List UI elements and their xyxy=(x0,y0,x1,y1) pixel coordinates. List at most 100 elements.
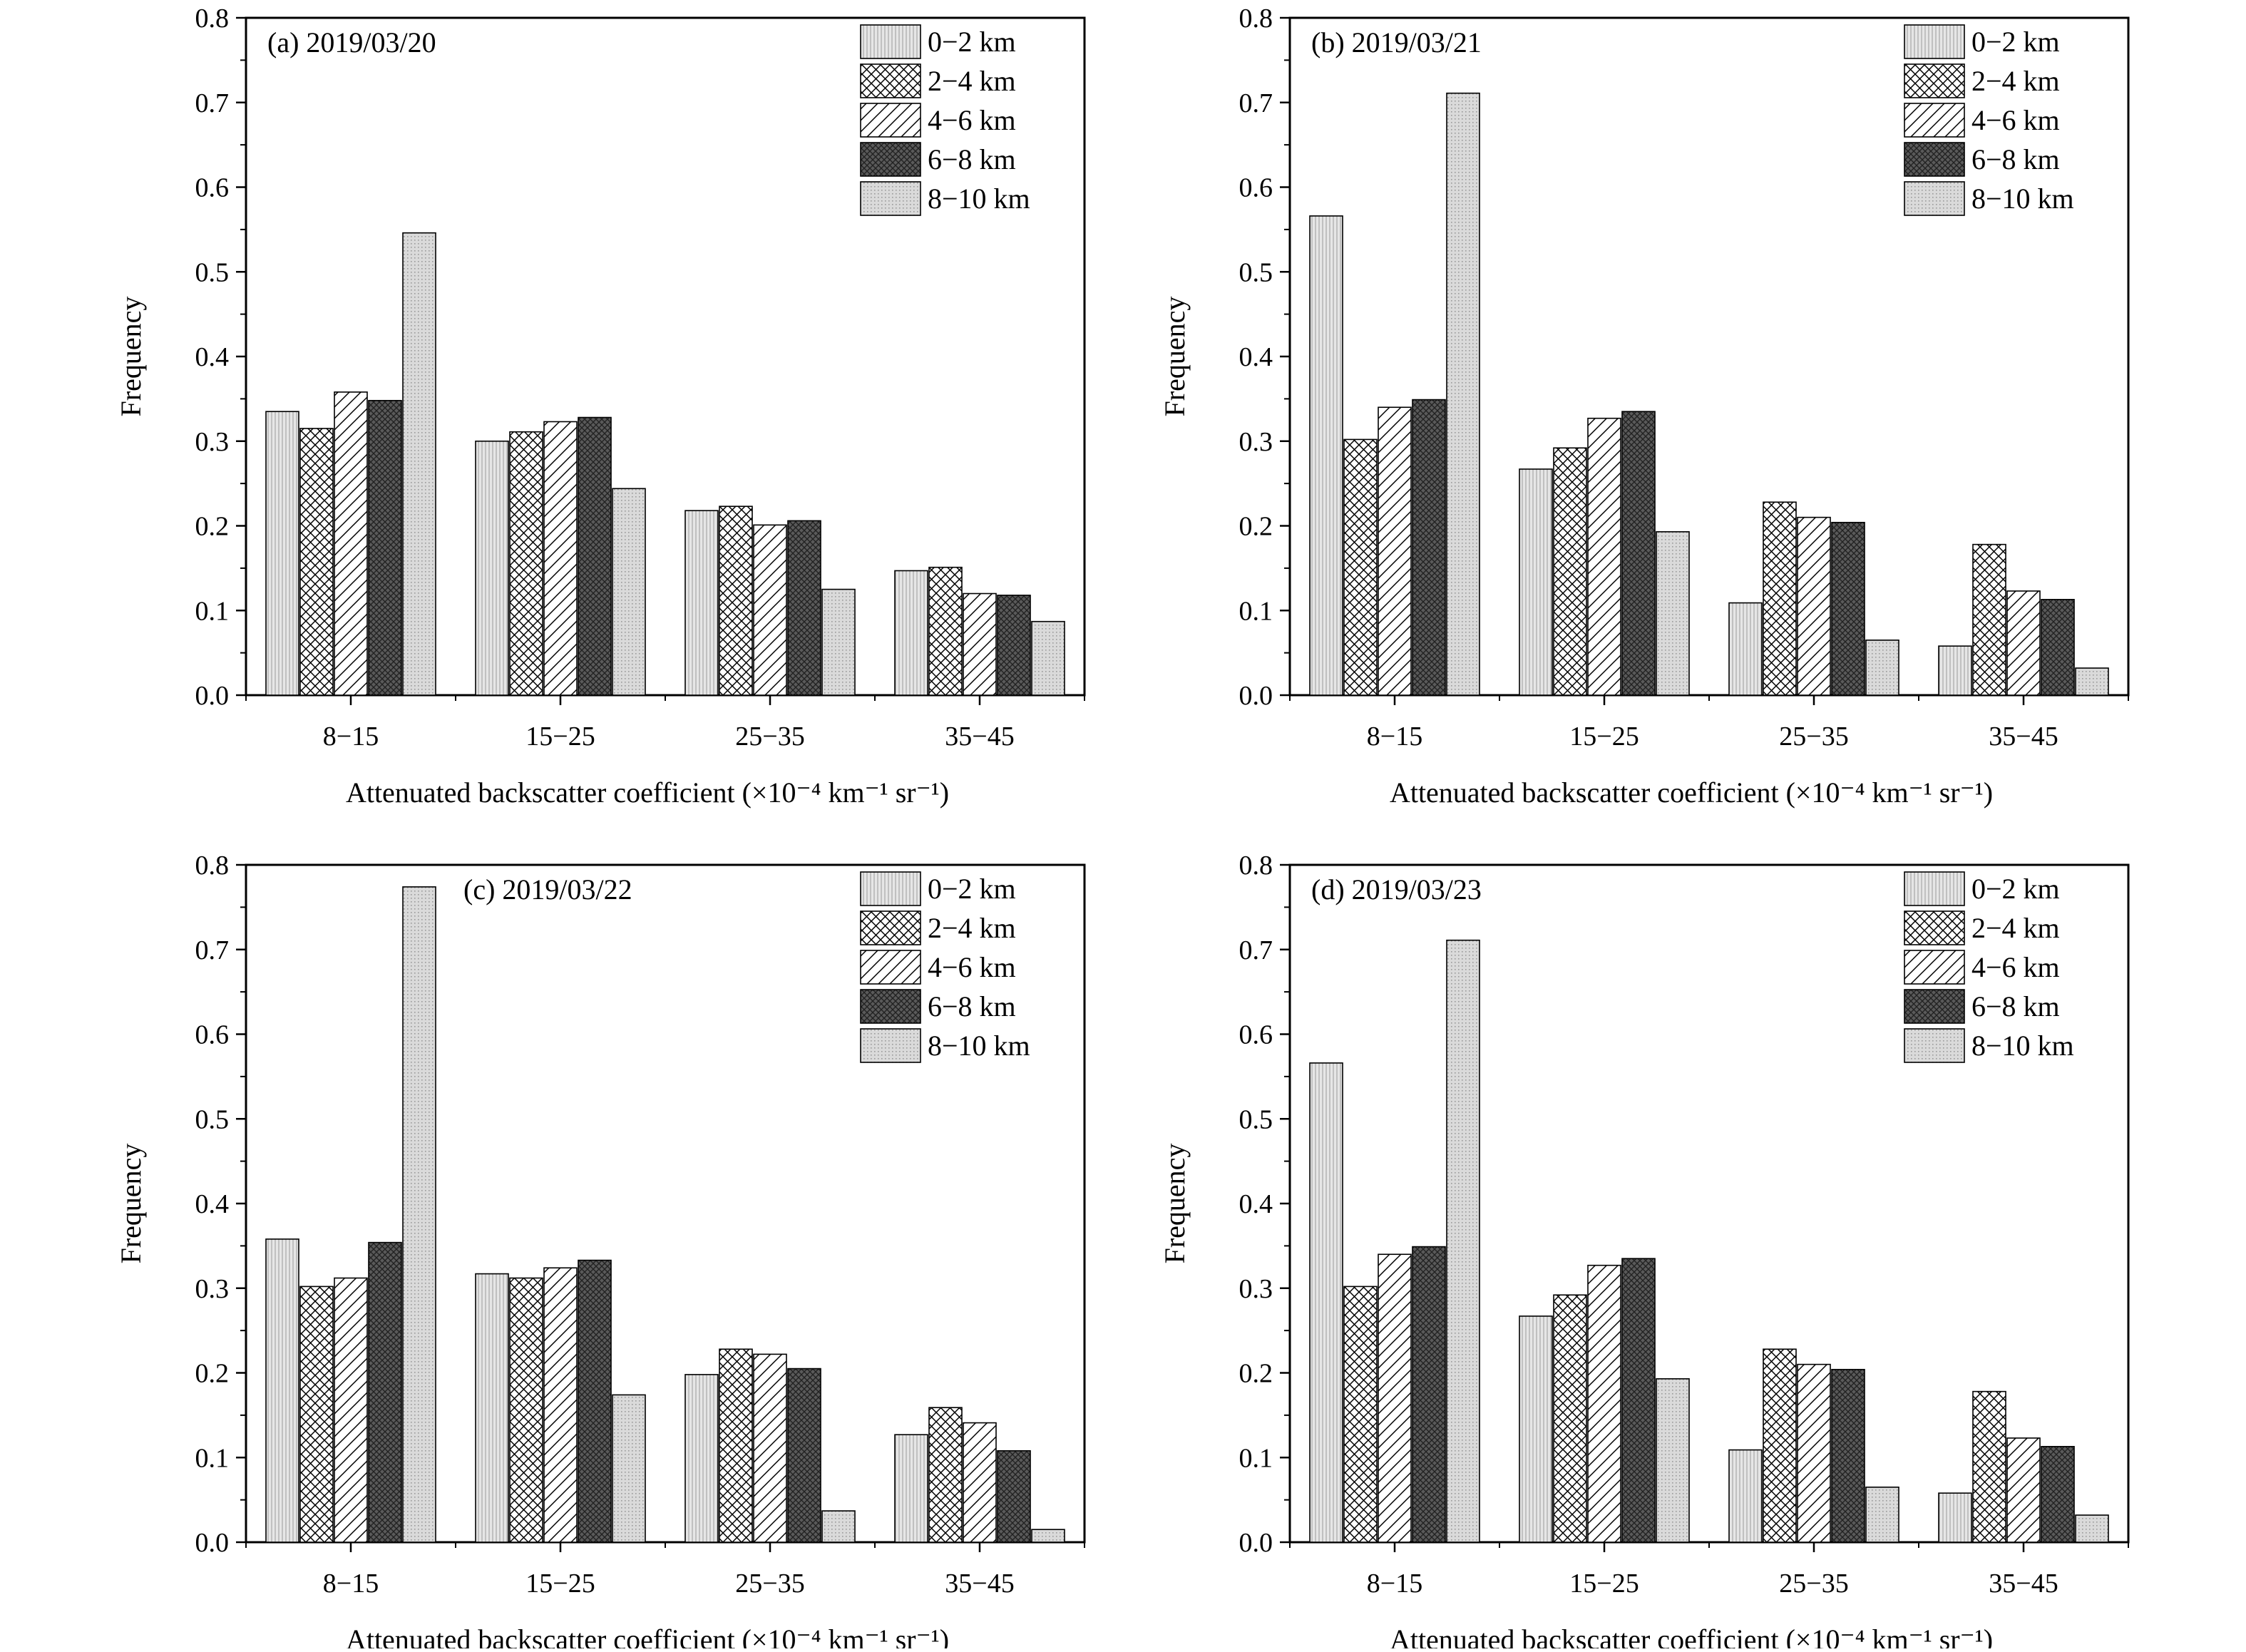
bar-0-3 xyxy=(1412,1246,1446,1543)
x-tick-label: 25−35 xyxy=(735,722,804,751)
bar-3-4 xyxy=(1031,620,1065,696)
y-axis-label: Frequency xyxy=(115,297,147,417)
bar-0-3 xyxy=(368,1241,402,1543)
bar-2-0 xyxy=(684,510,719,696)
y-tick-label: 0.7 xyxy=(195,935,230,965)
y-tick-label: 0.8 xyxy=(1239,851,1273,881)
x-axis-label: Attenuated backscatter coefficient (×10⁻… xyxy=(1390,1623,1993,1648)
bar-0-2 xyxy=(1378,1253,1412,1543)
bar-1-2 xyxy=(1587,1264,1621,1543)
y-tick-label: 0.1 xyxy=(1239,596,1273,626)
legend-swatch-1 xyxy=(860,910,921,945)
y-tick-label: 0.4 xyxy=(1239,342,1273,372)
bar-1-4 xyxy=(612,1394,646,1543)
bar-1-3 xyxy=(578,416,612,696)
bar-3-3 xyxy=(2041,1446,2075,1543)
legend-swatch-4 xyxy=(860,181,921,216)
x-tick-label: 25−35 xyxy=(1779,1569,1848,1599)
bar-0-4 xyxy=(402,886,436,1543)
bar-1-3 xyxy=(1621,411,1656,696)
x-axis-label: Attenuated backscatter coefficient (×10⁻… xyxy=(346,1623,949,1648)
bar-1-4 xyxy=(612,488,646,696)
legend-swatch-3 xyxy=(1904,142,1965,177)
legend-swatch-2 xyxy=(860,103,921,138)
legend-label-3: 6−8 km xyxy=(928,990,1016,1022)
legend-label-2: 4−6 km xyxy=(928,104,1016,136)
legend-swatch-2 xyxy=(1904,103,1965,138)
x-tick-label: 35−45 xyxy=(945,1569,1014,1599)
bar-3-0 xyxy=(894,570,928,696)
legend-label-1: 2−4 km xyxy=(928,65,1016,97)
y-tick-label: 0.1 xyxy=(195,1443,230,1473)
y-axis-label: Frequency xyxy=(1159,297,1191,417)
bar-0-4 xyxy=(1446,939,1480,1543)
panel-title: (a) 2019/03/20 xyxy=(267,26,436,58)
bar-1-1 xyxy=(509,1277,543,1543)
legend-label-0: 0−2 km xyxy=(928,873,1016,905)
legend-swatch-0 xyxy=(860,871,921,906)
bar-2-4 xyxy=(821,1510,856,1543)
x-tick-label: 25−35 xyxy=(1779,722,1848,751)
x-tick-label: 15−25 xyxy=(1569,722,1639,751)
legend-swatch-4 xyxy=(1904,181,1965,216)
bar-0-1 xyxy=(1343,1286,1378,1543)
bar-3-3 xyxy=(997,1450,1031,1543)
x-tick-label: 8−15 xyxy=(1367,1569,1422,1599)
bar-0-1 xyxy=(1343,438,1378,696)
legend-label-0: 0−2 km xyxy=(928,26,1016,58)
legend-label-4: 8−10 km xyxy=(928,183,1030,215)
bar-3-3 xyxy=(2041,599,2075,696)
bar-3-4 xyxy=(2075,1514,2109,1543)
bar-0-3 xyxy=(368,399,402,696)
x-tick-label: 8−15 xyxy=(1367,722,1422,751)
bar-2-4 xyxy=(821,588,856,696)
x-tick-label: 8−15 xyxy=(323,1569,379,1599)
bar-3-0 xyxy=(1938,645,1972,696)
bar-1-3 xyxy=(578,1259,612,1543)
y-tick-label: 0.7 xyxy=(195,88,230,118)
bar-0-0 xyxy=(265,411,299,696)
y-tick-label: 0.4 xyxy=(195,1189,230,1219)
bar-1-0 xyxy=(475,440,509,696)
legend-label-2: 4−6 km xyxy=(928,951,1016,983)
panel-3: 0.0 0.1 0.2 0.3 0.4 0.5 0.6 0.7 0.8 Frequency 8−15… xyxy=(1159,851,2130,1652)
x-axis-label: Attenuated backscatter coefficient (×10⁻… xyxy=(1390,776,1993,809)
bar-3-2 xyxy=(963,1422,997,1543)
x-tick-label: 35−45 xyxy=(945,722,1014,751)
y-tick-label: 0.3 xyxy=(195,427,230,457)
y-tick-label: 0.0 xyxy=(195,1528,230,1558)
panel-title: (c) 2019/03/22 xyxy=(463,873,632,905)
bar-0-0 xyxy=(1309,1062,1343,1543)
legend-swatch-4 xyxy=(860,1028,921,1063)
y-tick-label: 0.0 xyxy=(195,681,230,711)
bar-2-2 xyxy=(753,524,787,696)
bar-3-0 xyxy=(894,1434,928,1543)
bar-3-4 xyxy=(2075,667,2109,696)
y-tick-label: 0.1 xyxy=(1239,1443,1273,1473)
x-tick-label: 15−25 xyxy=(1569,1569,1639,1599)
x-axis-label: Attenuated backscatter coefficient (×10⁻… xyxy=(346,776,949,809)
legend-label-1: 2−4 km xyxy=(1971,912,2060,944)
legend-swatch-3 xyxy=(1904,989,1965,1024)
bar-2-1 xyxy=(1763,501,1797,696)
bar-2-4 xyxy=(1865,640,1899,696)
bar-2-4 xyxy=(1865,1487,1899,1543)
y-tick-label: 0.4 xyxy=(195,342,230,372)
legend-swatch-0 xyxy=(1904,871,1965,906)
y-tick-label: 0.3 xyxy=(1239,1274,1273,1304)
bar-1-0 xyxy=(475,1273,509,1543)
y-axis-label: Frequency xyxy=(115,1144,147,1264)
bar-1-2 xyxy=(543,1267,578,1543)
bar-1-0 xyxy=(1519,468,1553,696)
bar-0-1 xyxy=(299,428,334,696)
legend-label-4: 8−10 km xyxy=(928,1030,1030,1062)
bar-1-1 xyxy=(1553,1294,1587,1543)
legend-label-2: 4−6 km xyxy=(1971,104,2060,136)
panel-title: (d) 2019/03/23 xyxy=(1311,873,1482,905)
bar-1-2 xyxy=(543,421,578,696)
panel-1: 0.0 0.1 0.2 0.3 0.4 0.5 0.6 0.7 0.8 Frequency 8−15… xyxy=(1159,4,2130,809)
y-tick-label: 0.5 xyxy=(1239,257,1273,287)
bar-1-4 xyxy=(1656,531,1690,696)
bar-2-3 xyxy=(787,520,821,696)
